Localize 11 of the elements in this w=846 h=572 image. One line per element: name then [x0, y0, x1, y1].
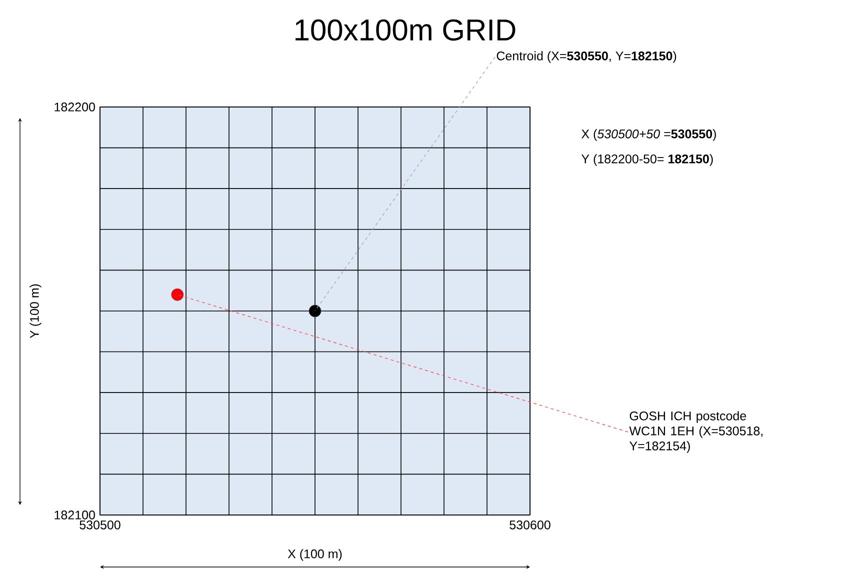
- x-tick-label: 530600: [510, 520, 550, 530]
- text: X (530500+50 =530550): [581, 129, 716, 141]
- chart-title: 100x100m GRID: [296, 19, 516, 41]
- text: Y (182200-50= 182150): [581, 154, 713, 166]
- annotation: GOSH ICH postcode WC1N 1EH (X=530518, Y=182154): [629, 411, 762, 453]
- y-tick-label: 182200: [54, 102, 95, 112]
- x-tick-label: 530500: [80, 520, 120, 530]
- annotation: Centroid (X=530550, Y=182150): [496, 51, 676, 63]
- y-axis-title: Y (100 m): [30, 284, 42, 338]
- y-tick-label: 182100: [54, 510, 95, 520]
- x-axis-title: X (100 m): [288, 549, 342, 561]
